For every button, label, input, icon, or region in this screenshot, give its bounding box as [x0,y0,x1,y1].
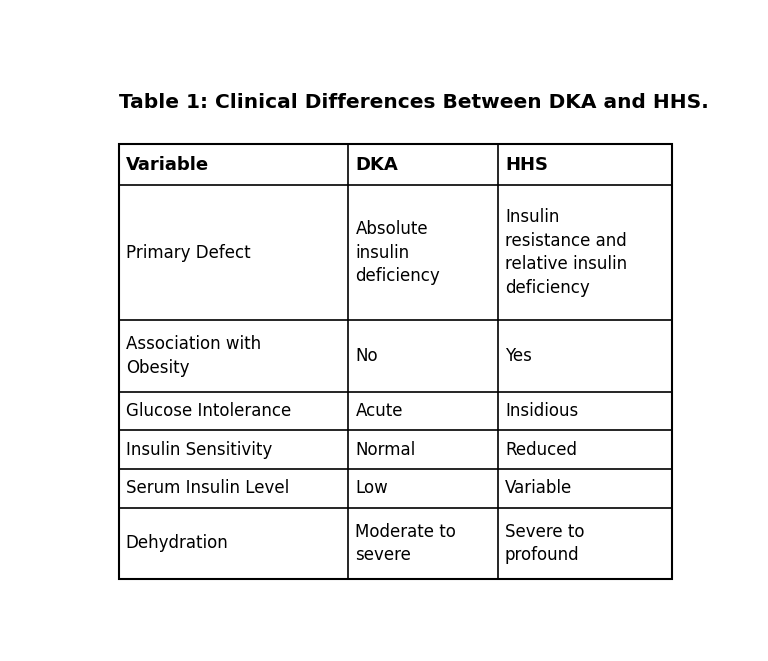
Text: DKA: DKA [356,156,399,174]
Text: Low: Low [356,479,389,497]
Text: Dehydration: Dehydration [126,534,229,553]
Text: HHS: HHS [505,156,548,174]
Text: Moderate to
severe: Moderate to severe [356,523,456,564]
Text: Absolute
insulin
deficiency: Absolute insulin deficiency [356,220,440,286]
Text: Serum Insulin Level: Serum Insulin Level [126,479,289,497]
Text: Association with
Obesity: Association with Obesity [126,335,261,377]
Text: Primary Defect: Primary Defect [126,244,250,262]
Text: Insidious: Insidious [505,402,578,420]
Text: Table 1: Clinical Differences Between DKA and HHS.: Table 1: Clinical Differences Between DK… [118,93,708,112]
Text: No: No [356,347,378,365]
Text: Normal: Normal [356,441,415,459]
Text: Insulin Sensitivity: Insulin Sensitivity [126,441,272,459]
Text: Acute: Acute [356,402,403,420]
Text: Variable: Variable [505,479,572,497]
Text: Insulin
resistance and
relative insulin
deficiency: Insulin resistance and relative insulin … [505,208,627,297]
Bar [118,145,672,579]
Text: Severe to
profound: Severe to profound [505,523,584,564]
Text: Glucose Intolerance: Glucose Intolerance [126,402,291,420]
Text: Yes: Yes [505,347,531,365]
Text: Variable: Variable [126,156,209,174]
Text: Reduced: Reduced [505,441,577,459]
